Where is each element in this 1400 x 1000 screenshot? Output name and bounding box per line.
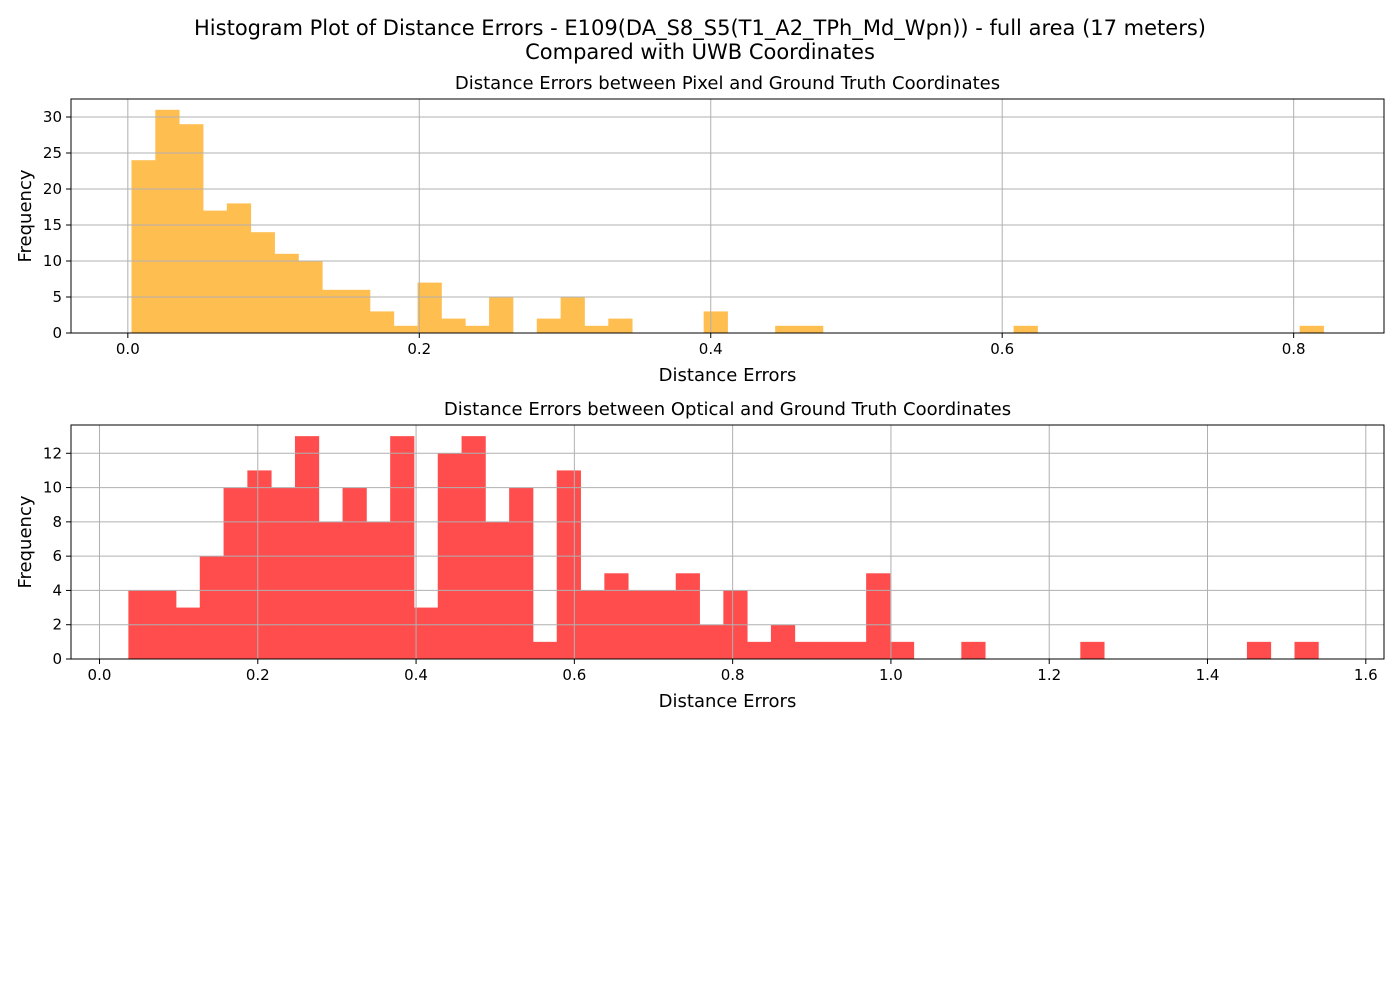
chart-1-bar: [961, 641, 986, 659]
chart-1-bar: [794, 641, 819, 659]
chart-1-bar: [604, 573, 629, 659]
chart-1-bar: [175, 607, 201, 659]
chart-0-x-tick-label: 0.2: [407, 340, 431, 358]
chart-1-bar: [889, 641, 915, 659]
chart-0-bar: [155, 109, 180, 333]
chart-1-x-tick-label: 1.2: [1037, 666, 1061, 684]
chart-0-y-tick-label: 15: [43, 216, 62, 234]
chart-1-y-tick-label: 12: [43, 444, 62, 462]
chart-1-x-tick-label: 1.4: [1196, 666, 1220, 684]
chart-0-title: Distance Errors between Pixel and Ground…: [455, 73, 1000, 94]
chart-0-bar: [1013, 325, 1038, 333]
chart-1-x-tick-label: 0.8: [721, 666, 745, 684]
chart-0-bar: [202, 210, 228, 333]
chart-0-bar: [584, 325, 609, 333]
chart-0-bar: [775, 325, 800, 333]
chart-1-bar: [1246, 641, 1272, 659]
chart-1-x-axis-label: Distance Errors: [659, 691, 797, 712]
chart-0-bar: [131, 160, 156, 333]
chart-1-y-tick-label: 4: [52, 581, 62, 599]
chart-1-y-axis-label: Frequency: [15, 495, 36, 588]
chart-0-bar: [274, 253, 299, 333]
chart-0-bar: [1299, 325, 1324, 333]
chart-0-y-tick-label: 30: [43, 108, 62, 126]
chart-1-x-tick-label: 1.0: [879, 666, 903, 684]
chart-0-y-tick-label: 0: [52, 324, 62, 342]
chart-0-bar: [560, 297, 585, 333]
chart-0-bar: [441, 318, 466, 333]
chart-0-bar: [536, 318, 562, 333]
chart-1-bar: [294, 436, 320, 659]
chart-1-bar: [1080, 641, 1105, 659]
chart-0-y-tick-label: 10: [43, 252, 62, 270]
chart-0-bar: [369, 311, 395, 333]
chart-0-bar: [608, 318, 633, 333]
chart-0-bar: [179, 124, 204, 333]
figure-title-line-1: Histogram Plot of Distance Errors - E109…: [194, 16, 1206, 40]
chart-1-bar: [413, 607, 439, 659]
chart-0-x-tick-label: 0.0: [116, 340, 140, 358]
figure-title-line-2: Compared with UWB Coordinates: [525, 40, 875, 64]
chart-0-bar: [465, 325, 490, 333]
chart-0-bar: [346, 289, 371, 333]
chart-0-bar: [322, 289, 347, 333]
chart-1-bar: [1294, 641, 1319, 659]
chart-0-x-axis-label: Distance Errors: [659, 365, 797, 386]
chart-0-bar: [703, 311, 728, 333]
chart-1-y-tick-label: 6: [52, 547, 62, 565]
chart-0-bar: [799, 325, 824, 333]
chart-0-bar: [417, 282, 442, 333]
chart-1-group: Distance Errors between Optical and Grou…: [15, 399, 1385, 712]
chart-0-bar: [489, 297, 514, 333]
chart-1-bar: [342, 487, 367, 659]
chart-0-x-tick-label: 0.4: [699, 340, 723, 358]
chart-0-group: Distance Errors between Pixel and Ground…: [15, 73, 1385, 386]
chart-1-bar: [866, 573, 891, 659]
chart-1-y-tick-label: 10: [43, 479, 62, 497]
chart-1-bar: [818, 641, 843, 659]
chart-0-bar: [393, 325, 418, 333]
chart-0-bar: [250, 232, 275, 333]
chart-1-bar: [509, 487, 534, 659]
chart-1-x-tick-label: 0.6: [562, 666, 586, 684]
chart-1-bar: [247, 470, 272, 659]
chart-1-x-tick-label: 1.6: [1354, 666, 1378, 684]
chart-1-bar: [747, 641, 772, 659]
chart-0-bar: [226, 203, 252, 333]
chart-1-bar: [770, 624, 796, 659]
chart-0-axes-frame: [70, 98, 1385, 334]
chart-1-title: Distance Errors between Optical and Grou…: [444, 399, 1011, 420]
chart-1-x-tick-label: 0.4: [404, 666, 428, 684]
chart-1-bar: [842, 641, 867, 659]
chart-1-bar: [699, 624, 724, 659]
chart-1-x-tick-label: 0.2: [246, 666, 270, 684]
chart-1-y-tick-label: 2: [52, 616, 62, 634]
chart-1-bar: [199, 556, 224, 659]
chart-1-bar: [271, 487, 296, 659]
chart-0-x-tick-label: 0.6: [990, 340, 1014, 358]
chart-1-axes-frame: [70, 424, 1385, 660]
chart-0-y-tick-label: 5: [52, 288, 62, 306]
chart-1-bar: [461, 436, 486, 659]
chart-1-bar: [675, 573, 700, 659]
chart-0-y-tick-label: 20: [43, 180, 62, 198]
chart-1-bar: [223, 487, 248, 659]
chart-1-y-tick-label: 8: [52, 513, 62, 531]
chart-1-x-tick-label: 0.0: [88, 666, 112, 684]
chart-0-y-axis-label: Frequency: [15, 169, 36, 262]
chart-1-bar: [390, 436, 415, 659]
chart-1-y-tick-label: 0: [52, 650, 62, 668]
chart-0-y-tick-label: 25: [43, 144, 62, 162]
chart-0-x-tick-label: 0.8: [1282, 340, 1306, 358]
chart-1-bar: [556, 470, 581, 659]
chart-1-bar: [532, 641, 558, 659]
